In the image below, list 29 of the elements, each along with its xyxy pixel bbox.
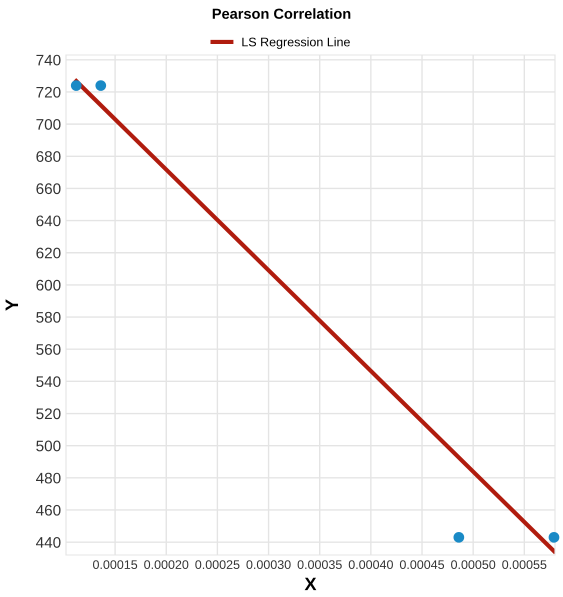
y-tick-label: 720 (36, 86, 61, 98)
y-tick-label: 600 (36, 280, 61, 291)
y-tick-label: 620 (36, 248, 61, 258)
y-tick-label: 740 (36, 54, 61, 66)
y-tick-label: 660 (36, 183, 61, 194)
y-tick-label: 520 (36, 408, 61, 420)
x-tick-label: 0.00045 (400, 560, 444, 570)
x-tick-label: 0.00030 (246, 560, 291, 570)
y-tick-label: 540 (36, 376, 61, 388)
y-tick-label: 460 (36, 504, 61, 516)
x-tick-label: 0.00035 (298, 560, 342, 570)
y-axis-title: Y (6, 299, 18, 311)
x-tick-label: 0.00020 (144, 560, 188, 570)
x-axis-title: X (304, 578, 316, 590)
y-tick-label: 700 (36, 119, 61, 130)
y-tick-label: 480 (36, 472, 61, 484)
chart-title: Pearson Correlation (212, 8, 350, 19)
x-tick-label: 0.00055 (502, 560, 546, 570)
legend-label: LS Regression Line (242, 37, 350, 49)
y-tick-label: 440 (36, 537, 61, 548)
y-tick-label: 640 (36, 215, 61, 226)
y-tick-label: 580 (36, 312, 61, 323)
x-tick-label: 0.00040 (348, 560, 393, 570)
y-tick-label: 560 (36, 344, 61, 355)
x-tick-label: 0.00050 (451, 560, 496, 570)
y-tick-label: 500 (36, 440, 61, 452)
x-tick-label: 0.00025 (195, 560, 240, 570)
y-tick-label: 680 (36, 151, 61, 162)
x-tick-label: 0.00015 (93, 560, 138, 570)
